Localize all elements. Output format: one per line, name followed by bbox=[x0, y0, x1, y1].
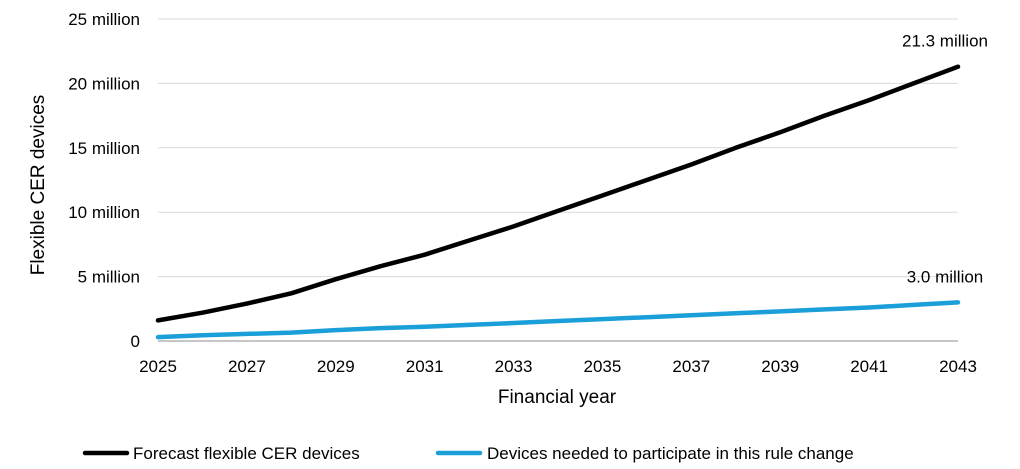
legend-label-2: Devices needed to participate in this ru… bbox=[487, 444, 854, 463]
y-tick-label: 25 million bbox=[68, 10, 140, 29]
annotations: 21.3 million 3.0 million bbox=[902, 32, 988, 287]
x-tick-label: 2033 bbox=[495, 357, 533, 376]
y-tick-label: 10 million bbox=[68, 203, 140, 222]
series-line-2 bbox=[155, 300, 961, 340]
data-label-1: 21.3 million bbox=[902, 32, 988, 51]
data-label-2: 3.0 million bbox=[907, 267, 984, 286]
x-tick-label: 2035 bbox=[584, 357, 622, 376]
y-axis-ticks: 0 5 million 10 million 15 million 20 million… bbox=[68, 10, 140, 351]
series-lines bbox=[155, 64, 961, 340]
y-tick-label: 20 million bbox=[68, 74, 140, 93]
x-tick-label: 2039 bbox=[761, 357, 799, 376]
y-tick-label: 15 million bbox=[68, 139, 140, 158]
x-tick-label: 2043 bbox=[939, 357, 977, 376]
x-axis-ticks: 2025 2027 2029 2031 2033 2035 2037 2039 2041 2043 bbox=[139, 357, 977, 376]
series-line-1 bbox=[155, 64, 961, 323]
y-axis-title: Flexible CER devices bbox=[28, 95, 49, 276]
legend-label-1: Forecast flexible CER devices bbox=[133, 444, 360, 463]
x-tick-label: 2027 bbox=[228, 357, 266, 376]
x-tick-label: 2037 bbox=[672, 357, 710, 376]
y-tick-label: 5 million bbox=[78, 268, 140, 287]
x-axis-title: Financial year bbox=[498, 387, 617, 408]
x-tick-label: 2029 bbox=[317, 357, 355, 376]
x-tick-label: 2041 bbox=[850, 357, 888, 376]
gridlines bbox=[158, 18, 958, 342]
x-tick-label: 2025 bbox=[139, 357, 177, 376]
x-tick-label: 2031 bbox=[406, 357, 444, 376]
y-tick-label: 0 bbox=[131, 332, 140, 351]
legend: Forecast flexible CER devices Devices nee… bbox=[82, 444, 854, 463]
